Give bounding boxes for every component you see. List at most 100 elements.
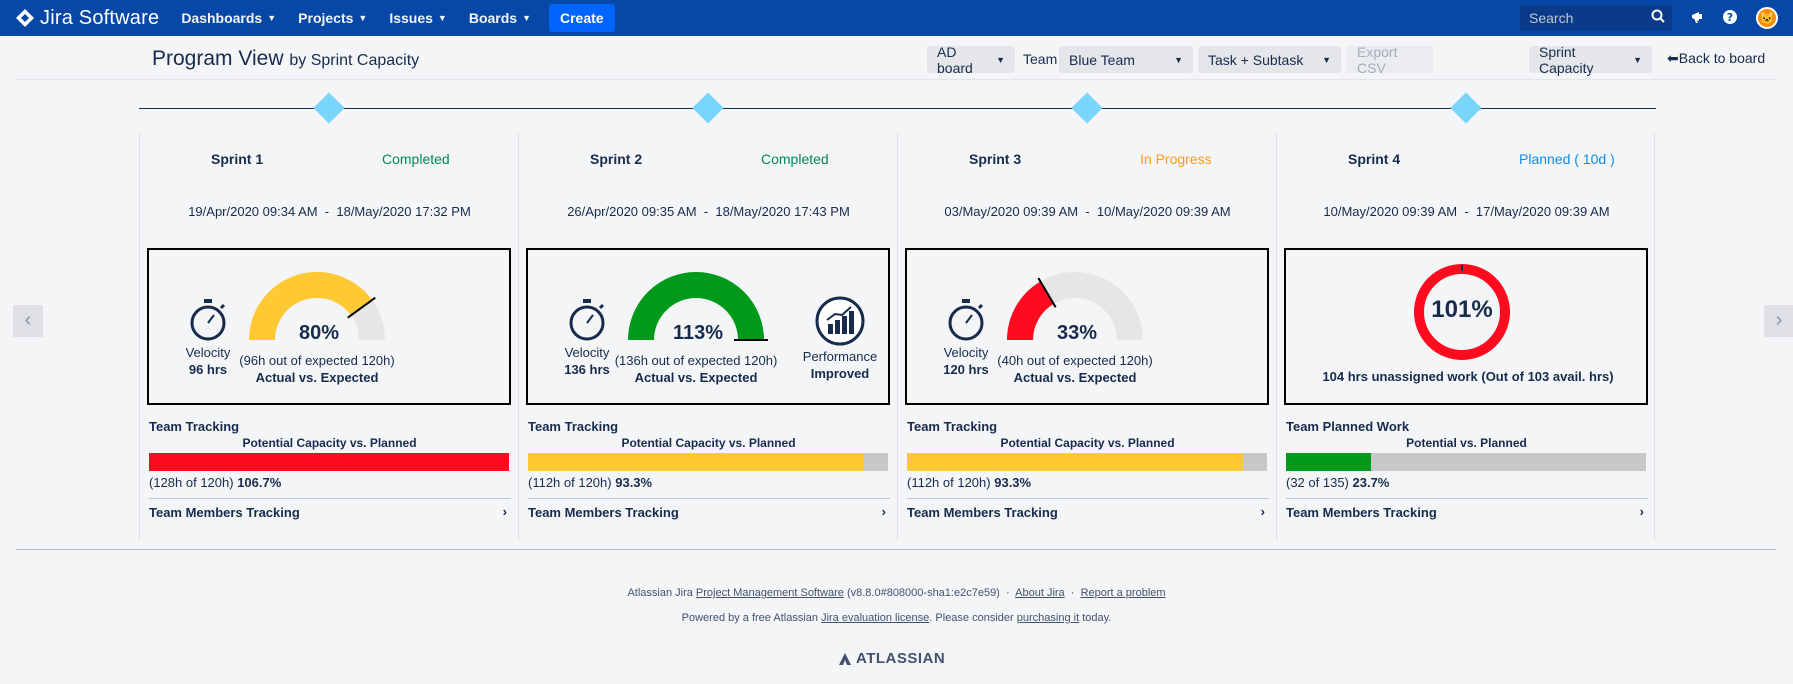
report-problem-link[interactable]: Report a problem — [1080, 587, 1166, 599]
chevron-down-icon: ▼ — [437, 13, 447, 23]
stopwatch-icon — [190, 299, 226, 341]
sprint-column-4: Sprint 4 Planned ( 10d ) 10/May/2020 09:… — [1276, 133, 1655, 541]
bar-detail: (128h of 120h) — [149, 475, 234, 490]
members-label: Team Members Tracking — [1286, 505, 1437, 520]
gauge-needle — [1037, 277, 1057, 308]
sprint-name: Sprint 3 — [969, 151, 1022, 167]
velocity-label: Velocity — [943, 345, 989, 360]
sprint-dates: 26/Apr/2020 09:35 AM - 18/May/2020 17:43… — [567, 204, 850, 219]
sprint-summary-box: Velocity 96 hrs 80% (96h out of expected… — [147, 248, 511, 405]
gauge-text: (136h out of expected 120h) Actual vs. E… — [613, 353, 779, 385]
capacity-label: Potential Capacity vs. Planned — [1000, 436, 1175, 450]
team-members-tracking-toggle[interactable]: Team Members Tracking › — [528, 498, 890, 520]
nav-boards[interactable]: Boards ▼ — [469, 10, 531, 26]
chevron-down-icon: ▼ — [1633, 54, 1642, 65]
capacity-bar — [528, 453, 888, 471]
sprint-name: Sprint 1 — [211, 151, 264, 167]
prev-sprints-button[interactable]: ‹ — [13, 305, 43, 337]
sprint-dates: 03/May/2020 09:39 AM - 10/May/2020 09:39… — [944, 204, 1231, 219]
capacity-label: Potential Capacity vs. Planned — [242, 436, 417, 450]
nav-dashboards-label: Dashboards — [181, 10, 263, 26]
members-label: Team Members Tracking — [907, 505, 1058, 520]
timeline-marker — [1071, 92, 1103, 124]
user-avatar[interactable]: 🐱 — [1756, 7, 1778, 29]
sprint-column-3: Sprint 3 In Progress 03/May/2020 09:39 A… — [897, 133, 1276, 541]
create-button[interactable]: Create — [549, 4, 615, 32]
nav-dashboards[interactable]: Dashboards ▼ — [181, 10, 276, 26]
jira-logo[interactable]: Jira Software — [16, 7, 159, 30]
next-sprints-button[interactable]: › — [1764, 305, 1793, 337]
gauge-percent: 80% — [298, 322, 340, 344]
timeline-marker — [692, 92, 724, 124]
sprint-start: 03/May/2020 09:39 AM — [944, 204, 1079, 219]
chevron-down-icon: ▼ — [1322, 54, 1331, 65]
capacity-bar — [149, 453, 509, 471]
stopwatch-icon — [569, 299, 605, 341]
chevron-down-icon: ▼ — [996, 54, 1005, 65]
gauge-needle — [347, 296, 376, 319]
stopwatch-icon — [948, 299, 984, 341]
velocity-value: 136 hrs — [564, 362, 610, 377]
team-members-tracking-toggle[interactable]: Team Members Tracking › — [907, 498, 1269, 520]
sprint-dates: 10/May/2020 09:39 AM - 17/May/2020 09:39… — [1323, 204, 1610, 219]
chevron-down-icon: ▼ — [267, 13, 277, 23]
nav-issues-label: Issues — [389, 10, 433, 26]
gauge-detail: (40h out of expected 120h) — [997, 353, 1153, 368]
notifications-megaphone-icon[interactable] — [1690, 9, 1706, 28]
help-icon[interactable]: ? — [1722, 9, 1738, 28]
jira-diamond-icon — [16, 9, 34, 27]
tracking-title: Team Tracking — [528, 419, 619, 434]
board-select[interactable]: AD board ▼ — [927, 43, 1015, 76]
ring-percent: 101% — [1431, 296, 1493, 323]
capacity-bar — [907, 453, 1267, 471]
team-members-tracking-toggle[interactable]: Team Members Tracking › — [149, 498, 511, 520]
footer-text: . Please consider — [929, 612, 1014, 624]
export-csv-button[interactable]: Export CSV — [1347, 44, 1433, 76]
svg-text:?: ? — [1727, 11, 1733, 24]
search-input[interactable]: Search — [1520, 5, 1672, 31]
capacity-gauge — [1007, 272, 1143, 341]
nav-issues[interactable]: Issues ▼ — [389, 10, 447, 26]
back-to-board-link[interactable]: ⬅Back to board — [1667, 50, 1766, 66]
team-select[interactable]: Blue Team ▼ — [1059, 46, 1193, 73]
tracking-title: Team Tracking — [149, 419, 240, 434]
capacity-bar — [1286, 453, 1646, 471]
chevron-down-icon: ▼ — [358, 13, 368, 23]
board-select-value: AD board — [937, 43, 973, 76]
sprint-column-2: Sprint 2 Completed 26/Apr/2020 09:35 AM … — [518, 133, 897, 541]
sprint-end: 18/May/2020 17:43 PM — [715, 204, 850, 219]
sprint-summary-box: Velocity 120 hrs 33% (40h out of expecte… — [905, 248, 1269, 405]
nav-projects[interactable]: Projects ▼ — [298, 10, 367, 26]
chevron-down-icon: ▼ — [1174, 54, 1183, 65]
view-select[interactable]: Sprint Capacity ▼ — [1529, 44, 1652, 76]
issue-type-select[interactable]: Task + Subtask ▼ — [1198, 46, 1341, 73]
atlassian-wordmark: ATLASSIAN — [856, 650, 946, 667]
chevron-right-icon: › — [502, 504, 507, 519]
chevron-right-icon: › — [1639, 504, 1644, 519]
atlassian-icon — [839, 652, 851, 665]
sprint-timeline — [139, 108, 1656, 109]
page-header: Program View by Sprint Capacity AD board… — [0, 36, 1793, 78]
velocity-value: 96 hrs — [188, 362, 228, 377]
chevron-down-icon: ▼ — [522, 13, 531, 23]
capacity-bar-text: (112h of 120h) 93.3% — [528, 475, 652, 490]
bar-detail: (112h of 120h) — [907, 475, 991, 490]
capacity-label: Potential Capacity vs. Planned — [621, 436, 796, 450]
project-management-link[interactable]: Project Management Software — [695, 587, 844, 599]
sprint-start: 26/Apr/2020 09:35 AM — [567, 204, 697, 219]
footer-version: (v8.8.0#808000-sha1:e2c7e59) — [846, 587, 1000, 599]
bar-percent: 106.7% — [237, 475, 282, 490]
search-placeholder: Search — [1529, 10, 1574, 26]
about-jira-link[interactable]: About Jira — [1015, 587, 1065, 599]
team-members-tracking-toggle[interactable]: Team Members Tracking › — [1286, 498, 1648, 520]
title-subtitle: by Sprint Capacity — [289, 52, 420, 69]
purchasing-link[interactable]: purchasing it — [1016, 612, 1080, 624]
team-select-value: Blue Team — [1069, 51, 1135, 68]
members-label: Team Members Tracking — [149, 505, 300, 520]
gauge-fill — [628, 272, 764, 341]
bar-percent: 23.7% — [1352, 475, 1390, 490]
sprint-summary-box: Velocity 136 hrs 113% (136h out of expec… — [526, 248, 890, 405]
chevron-right-icon: › — [881, 504, 886, 519]
evaluation-license-link[interactable]: Jira evaluation license — [821, 612, 930, 624]
performance-block: Performance Improved — [800, 296, 880, 381]
